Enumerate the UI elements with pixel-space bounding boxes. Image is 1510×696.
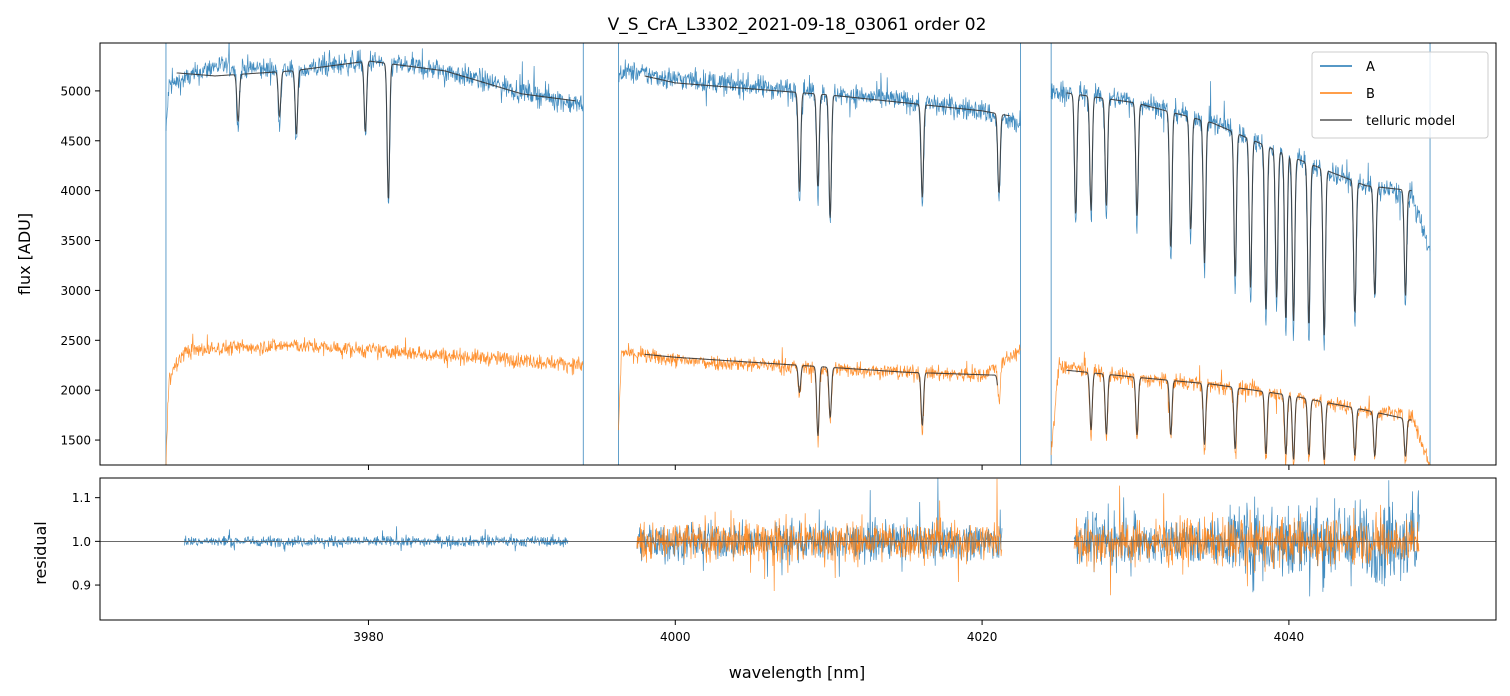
flux-y-tick-label-2500: 2500 [60, 334, 91, 348]
legend-box [1311, 51, 1489, 139]
telluric-model-segment-3 [644, 353, 998, 436]
flux-y-tick-label-3500: 3500 [60, 234, 91, 248]
telluric-model-segment-4 [1066, 369, 1412, 460]
series-b-segment-2 [1050, 351, 1431, 465]
residual-axis-label: residual [31, 521, 50, 584]
flux-panel: 1500 2000 2500 3000 3500 4000 4500 5000 flux [A… [15, 42, 1497, 470]
residual-x-tick-label-4020: 4020 [967, 630, 998, 644]
residual-b-segment-1 [1073, 485, 1420, 596]
flux-y-tick-label-3000: 3000 [60, 284, 91, 298]
flux-y-tick-label-4000: 4000 [60, 184, 91, 198]
residual-panel-frame [99, 477, 1497, 621]
residual-y-tick-label-0.9: 0.9 [72, 579, 91, 593]
flux-panel-frame [99, 42, 1497, 466]
flux-y-tick-label-2000: 2000 [60, 384, 91, 398]
telluric-model-segment-2 [1066, 92, 1412, 336]
legend-label-b: B [1366, 87, 1375, 102]
residual-x-tick-label-4040: 4040 [1274, 630, 1305, 644]
residual-a-segment-0 [184, 526, 569, 552]
flux-y-tick-label-4500: 4500 [60, 134, 91, 148]
series-b-segment-0 [165, 333, 584, 465]
flux-axis-label: flux [ADU] [15, 213, 34, 295]
legend: A B telluric model [1311, 51, 1489, 139]
flux-y-tick-label-1500: 1500 [60, 434, 91, 448]
telluric-model-segment-0 [176, 60, 576, 199]
residual-b-segment-0 [636, 478, 1003, 592]
residual-a-segment-1 [636, 478, 1003, 577]
residual-panel: 0.9 1.0 1.1 3980 4000 4020 4040 residual wavel… [31, 477, 1497, 682]
series-a-segment-2 [1050, 80, 1431, 351]
legend-label-telluric: telluric model [1366, 114, 1455, 129]
chart-title: V_S_CrA_L3302_2021-09-18_03061 order 02 [608, 15, 987, 35]
legend-label-a: A [1366, 60, 1375, 75]
residual-x-tick-label-4000: 4000 [660, 630, 691, 644]
flux-y-tick-label-5000: 5000 [60, 84, 91, 98]
residual-y-tick-label-1: 1.0 [72, 535, 91, 549]
telluric-model-segment-1 [644, 75, 1010, 218]
residual-x-tick-label-3980: 3980 [353, 630, 384, 644]
residual-y-tick-label-1.1: 1.1 [72, 491, 91, 505]
wavelength-axis-label: wavelength [nm] [729, 663, 866, 682]
